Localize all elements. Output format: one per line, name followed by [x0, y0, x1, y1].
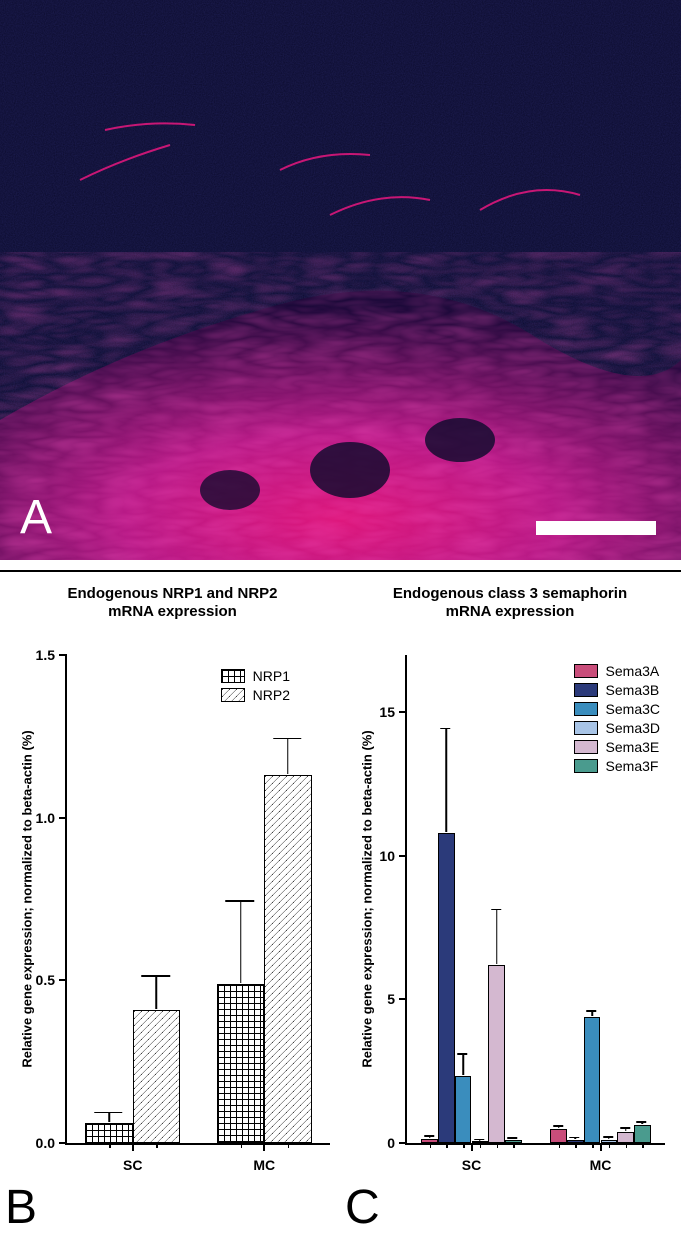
- bar-SC-Sema3E: [488, 965, 505, 1143]
- x-group-label: SC: [123, 1157, 142, 1173]
- y-tick-label: 5: [387, 991, 395, 1007]
- y-tick-label: 1.0: [36, 810, 55, 826]
- y-tick-label: 0.0: [36, 1135, 55, 1151]
- bar-MC-Sema3F: [634, 1125, 651, 1143]
- bar-MC-NRP2: [264, 775, 311, 1143]
- legend-swatch: [574, 759, 598, 773]
- panel-a-micrograph: A: [0, 0, 681, 560]
- panel-divider: [0, 570, 681, 572]
- bar-SC-NRP2: [133, 1010, 180, 1143]
- legend-label: Sema3D: [606, 720, 660, 736]
- y-tick-label: 15: [379, 704, 395, 720]
- panel-a-label: A: [20, 490, 52, 545]
- bar-MC-Sema3A: [550, 1129, 567, 1143]
- legend-row-Sema3A: Sema3A: [574, 663, 660, 679]
- bar-SC-Sema3C: [455, 1076, 472, 1143]
- charts-container: Endogenous NRP1 and NRP2 mRNA expression…: [0, 585, 681, 1242]
- bar-SC-NRP1: [85, 1123, 132, 1143]
- chart-c-title: Endogenous class 3 semaphorin mRNA expre…: [345, 585, 675, 621]
- y-tick-label: 1.5: [36, 647, 55, 663]
- chart-b-title-line2: mRNA expression: [108, 603, 237, 620]
- bar-MC-Sema3D: [601, 1140, 618, 1143]
- bar-SC-Sema3B: [438, 833, 455, 1143]
- legend-swatch: [221, 688, 245, 702]
- chart-c-title-line1: Endogenous class 3 semaphorin: [393, 585, 627, 602]
- fluorescence-image: [0, 0, 681, 560]
- y-tick-label: 0.5: [36, 972, 55, 988]
- legend-swatch: [574, 664, 598, 678]
- chart-c-plot-area: Relative gene expression; normalized to …: [405, 655, 665, 1145]
- x-group-label: SC: [462, 1157, 481, 1173]
- legend-swatch: [574, 721, 598, 735]
- legend-swatch: [574, 740, 598, 754]
- legend-label: NRP1: [253, 668, 290, 684]
- bar-SC-Sema3A: [421, 1139, 438, 1143]
- legend-label: Sema3B: [606, 682, 660, 698]
- chart-c: Endogenous class 3 semaphorin mRNA expre…: [345, 585, 675, 1225]
- legend-label: Sema3A: [606, 663, 660, 679]
- chart-b-ylabel: Relative gene expression; normalized to …: [20, 730, 35, 1067]
- bar-MC-Sema3B: [567, 1140, 584, 1143]
- x-group-label: MC: [590, 1157, 612, 1173]
- legend-label: NRP2: [253, 687, 290, 703]
- legend-swatch: [574, 683, 598, 697]
- chart-b-title-line1: Endogenous NRP1 and NRP2: [67, 585, 277, 602]
- bar-MC-NRP1: [217, 984, 264, 1143]
- chart-c-title-line2: mRNA expression: [446, 603, 575, 620]
- chart-c-legend: Sema3A Sema3B Sema3C Sema3D Sema3E Sema3F: [574, 660, 660, 777]
- legend-label: Sema3F: [606, 758, 659, 774]
- panel-b-label: B: [5, 1180, 37, 1235]
- legend-row-NRP2: NRP2: [221, 687, 290, 703]
- bar-MC-Sema3E: [617, 1132, 634, 1143]
- legend-row-Sema3E: Sema3E: [574, 739, 660, 755]
- legend-row-Sema3C: Sema3C: [574, 701, 660, 717]
- legend-swatch: [574, 702, 598, 716]
- chart-c-ylabel: Relative gene expression; normalized to …: [360, 730, 375, 1067]
- chart-b: Endogenous NRP1 and NRP2 mRNA expression…: [5, 585, 340, 1225]
- x-group-label: MC: [253, 1157, 275, 1173]
- legend-row-Sema3D: Sema3D: [574, 720, 660, 736]
- chart-b-legend: NRP1 NRP2: [221, 665, 290, 706]
- legend-row-NRP1: NRP1: [221, 668, 290, 684]
- legend-row-Sema3F: Sema3F: [574, 758, 660, 774]
- legend-row-Sema3B: Sema3B: [574, 682, 660, 698]
- bar-SC-Sema3D: [472, 1141, 489, 1143]
- bar-SC-Sema3F: [505, 1140, 522, 1143]
- chart-b-plot-area: Relative gene expression; normalized to …: [65, 655, 330, 1145]
- legend-label: Sema3C: [606, 701, 660, 717]
- legend-swatch: [221, 669, 245, 683]
- y-tick-label: 0: [387, 1135, 395, 1151]
- y-tick-label: 10: [379, 848, 395, 864]
- legend-label: Sema3E: [606, 739, 660, 755]
- bar-MC-Sema3C: [584, 1017, 601, 1143]
- panel-c-label: C: [345, 1180, 380, 1235]
- scale-bar: [536, 521, 656, 535]
- chart-b-title: Endogenous NRP1 and NRP2 mRNA expression: [5, 585, 340, 621]
